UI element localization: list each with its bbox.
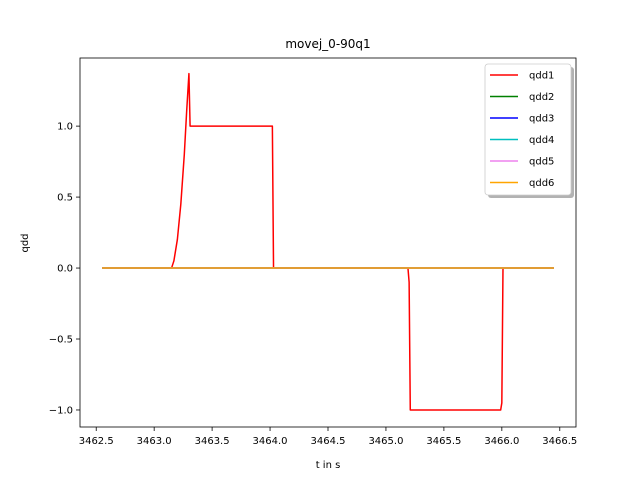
x-tick-label: 3463.0 (137, 436, 172, 447)
x-tick-label: 3464.0 (253, 436, 288, 447)
legend-label-qdd2: qdd2 (529, 92, 554, 103)
series-lines (102, 72, 554, 411)
chart-title: movej_0-90q1 (285, 37, 370, 51)
y-tick-label: 0.5 (57, 193, 73, 204)
x-axis-label: t in s (316, 460, 341, 471)
legend-label-qdd6: qdd6 (529, 178, 554, 189)
x-tick-label: 3466.5 (542, 436, 577, 447)
plot-area: 3462.5 3463.0 3463.5 3464.0 3464.5 3465.0 3465… (49, 57, 577, 447)
series-line-qdd1 (102, 72, 554, 411)
x-axis: 3462.5 3463.0 3463.5 3464.0 3464.5 3465.0 3465… (79, 427, 577, 447)
legend: qdd1 qdd2 qdd3 qdd4 qdd5 qdd6 (484, 63, 574, 198)
y-axis: −1.0 −0.5 0.0 0.5 1.0 (49, 122, 80, 416)
y-tick-label: −0.5 (49, 335, 73, 346)
x-tick-label: 3462.5 (79, 436, 114, 447)
x-tick-label: 3465.0 (368, 436, 403, 447)
y-axis-label: qdd (20, 233, 31, 252)
x-tick-label: 3466.0 (484, 436, 519, 447)
y-tick-label: −1.0 (49, 405, 73, 416)
x-tick-label: 3463.5 (195, 436, 230, 447)
y-tick-label: 1.0 (57, 122, 73, 133)
legend-label-qdd3: qdd3 (529, 114, 554, 125)
legend-label-qdd5: qdd5 (529, 157, 554, 168)
x-tick-label: 3465.5 (426, 436, 461, 447)
legend-box (484, 63, 572, 196)
legend-label-qdd1: qdd1 (529, 71, 554, 82)
legend-label-qdd4: qdd4 (529, 135, 554, 146)
y-tick-label: 0.0 (57, 264, 73, 275)
x-tick-label: 3464.5 (311, 436, 346, 447)
